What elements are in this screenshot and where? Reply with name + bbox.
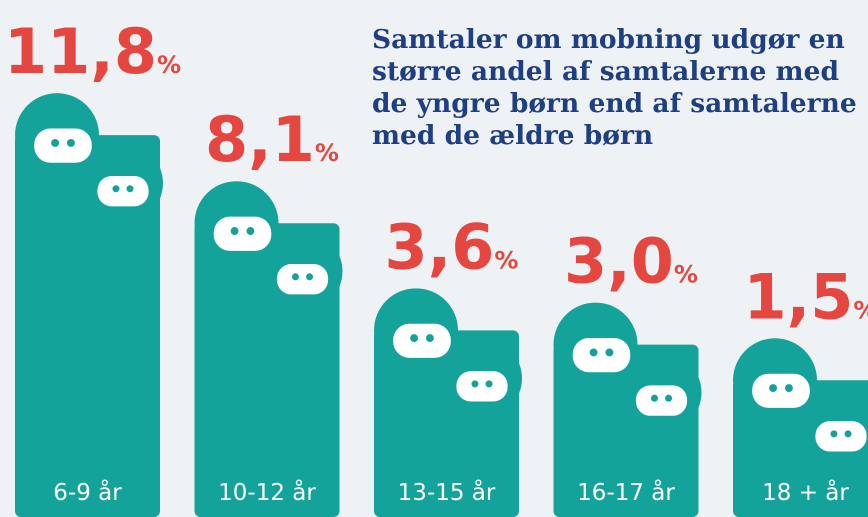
value-unit: %	[674, 261, 698, 289]
x-tick-label: 16-17 år	[577, 478, 675, 506]
eye	[246, 227, 254, 235]
eye	[112, 185, 119, 192]
chart: 11,8%6-9 år8,1%10-12 år3,6%13-15 år3,0%1…	[0, 0, 868, 517]
value-label: 11,8%	[4, 15, 181, 88]
value-number: 11,8	[4, 15, 157, 88]
infographic: Samtaler om mobning udgør en større ande…	[0, 0, 868, 517]
eye	[830, 430, 837, 437]
eye	[590, 348, 598, 356]
x-tick-label: 6-9 år	[53, 478, 122, 506]
head-face	[393, 324, 451, 358]
eye	[231, 227, 239, 235]
eye	[306, 273, 313, 280]
eye	[127, 185, 134, 192]
head-face	[636, 385, 687, 415]
eye	[486, 380, 493, 387]
value-number: 8,1	[205, 103, 315, 176]
value-label: 1,5%	[744, 260, 868, 333]
value-unit: %	[315, 139, 339, 167]
head-face	[34, 129, 92, 163]
head-face	[456, 371, 507, 401]
eye	[292, 273, 299, 280]
eye	[665, 395, 672, 402]
eye	[51, 139, 59, 147]
head-face	[573, 338, 631, 372]
eye	[845, 430, 852, 437]
eye	[67, 139, 75, 147]
value-number: 3,6	[385, 210, 495, 283]
head-face	[752, 374, 810, 408]
x-tick-label: 10-12 år	[218, 478, 316, 506]
head-face	[277, 264, 328, 294]
value-unit: %	[494, 246, 518, 274]
eye	[785, 384, 793, 392]
eye	[769, 384, 777, 392]
value-unit: %	[853, 296, 868, 324]
value-label: 3,6%	[385, 210, 519, 283]
x-tick-label: 18 + år	[762, 478, 849, 506]
head-face	[97, 176, 148, 206]
head-face	[815, 421, 866, 451]
eye	[605, 348, 613, 356]
eye	[410, 334, 418, 342]
head-face	[214, 217, 272, 251]
value-number: 3,0	[564, 225, 674, 298]
value-unit: %	[157, 51, 181, 79]
eye	[651, 395, 658, 402]
value-label: 8,1%	[205, 103, 339, 176]
x-tick-label: 13-15 år	[398, 478, 496, 506]
eye	[471, 380, 478, 387]
eye	[426, 334, 434, 342]
value-label: 3,0%	[564, 225, 698, 298]
value-number: 1,5	[744, 260, 854, 333]
